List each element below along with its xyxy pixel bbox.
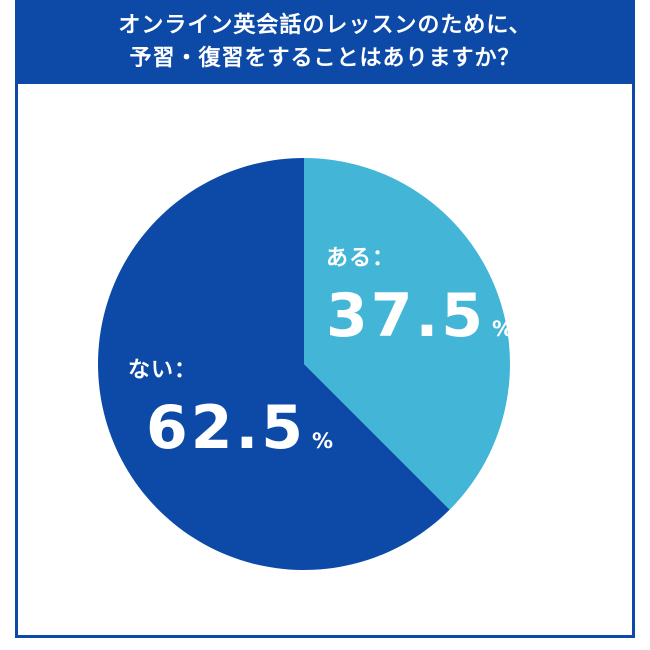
chart-title-banner: オンライン英会話のレッスンのために、 予習・復習をすることはありますか？ [15,0,635,84]
slice-category-nai: ない： [128,358,198,383]
slice-label-aru: ある： 37.5% [326,240,513,346]
slice-value-nai: 62.5 [146,393,307,463]
chart-title-line-1: オンライン英会話のレッスンのために、 [118,13,532,38]
pie-slice-nai [97,158,450,570]
slice-unit-nai: % [312,429,334,453]
pie-slice-aru [304,158,510,510]
slice-value-aru: 37.5 [326,281,487,351]
slice-unit-aru: % [492,317,514,341]
slice-category-aru: ある： [326,246,396,271]
slice-label-nai: ない： 62.5% [128,352,333,458]
chart-title-line-2: 予習・復習をすることはありますか？ [129,46,521,71]
